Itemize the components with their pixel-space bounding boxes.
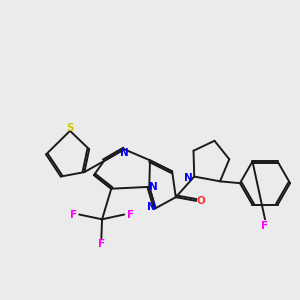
- Text: S: S: [66, 122, 74, 133]
- Text: F: F: [98, 239, 105, 249]
- Text: O: O: [197, 196, 206, 206]
- Text: F: F: [70, 209, 77, 220]
- Text: F: F: [262, 221, 268, 231]
- Text: N: N: [120, 148, 129, 158]
- Text: N: N: [184, 173, 193, 183]
- Text: F: F: [127, 209, 134, 220]
- Text: N: N: [147, 202, 156, 212]
- Text: N: N: [149, 182, 158, 192]
